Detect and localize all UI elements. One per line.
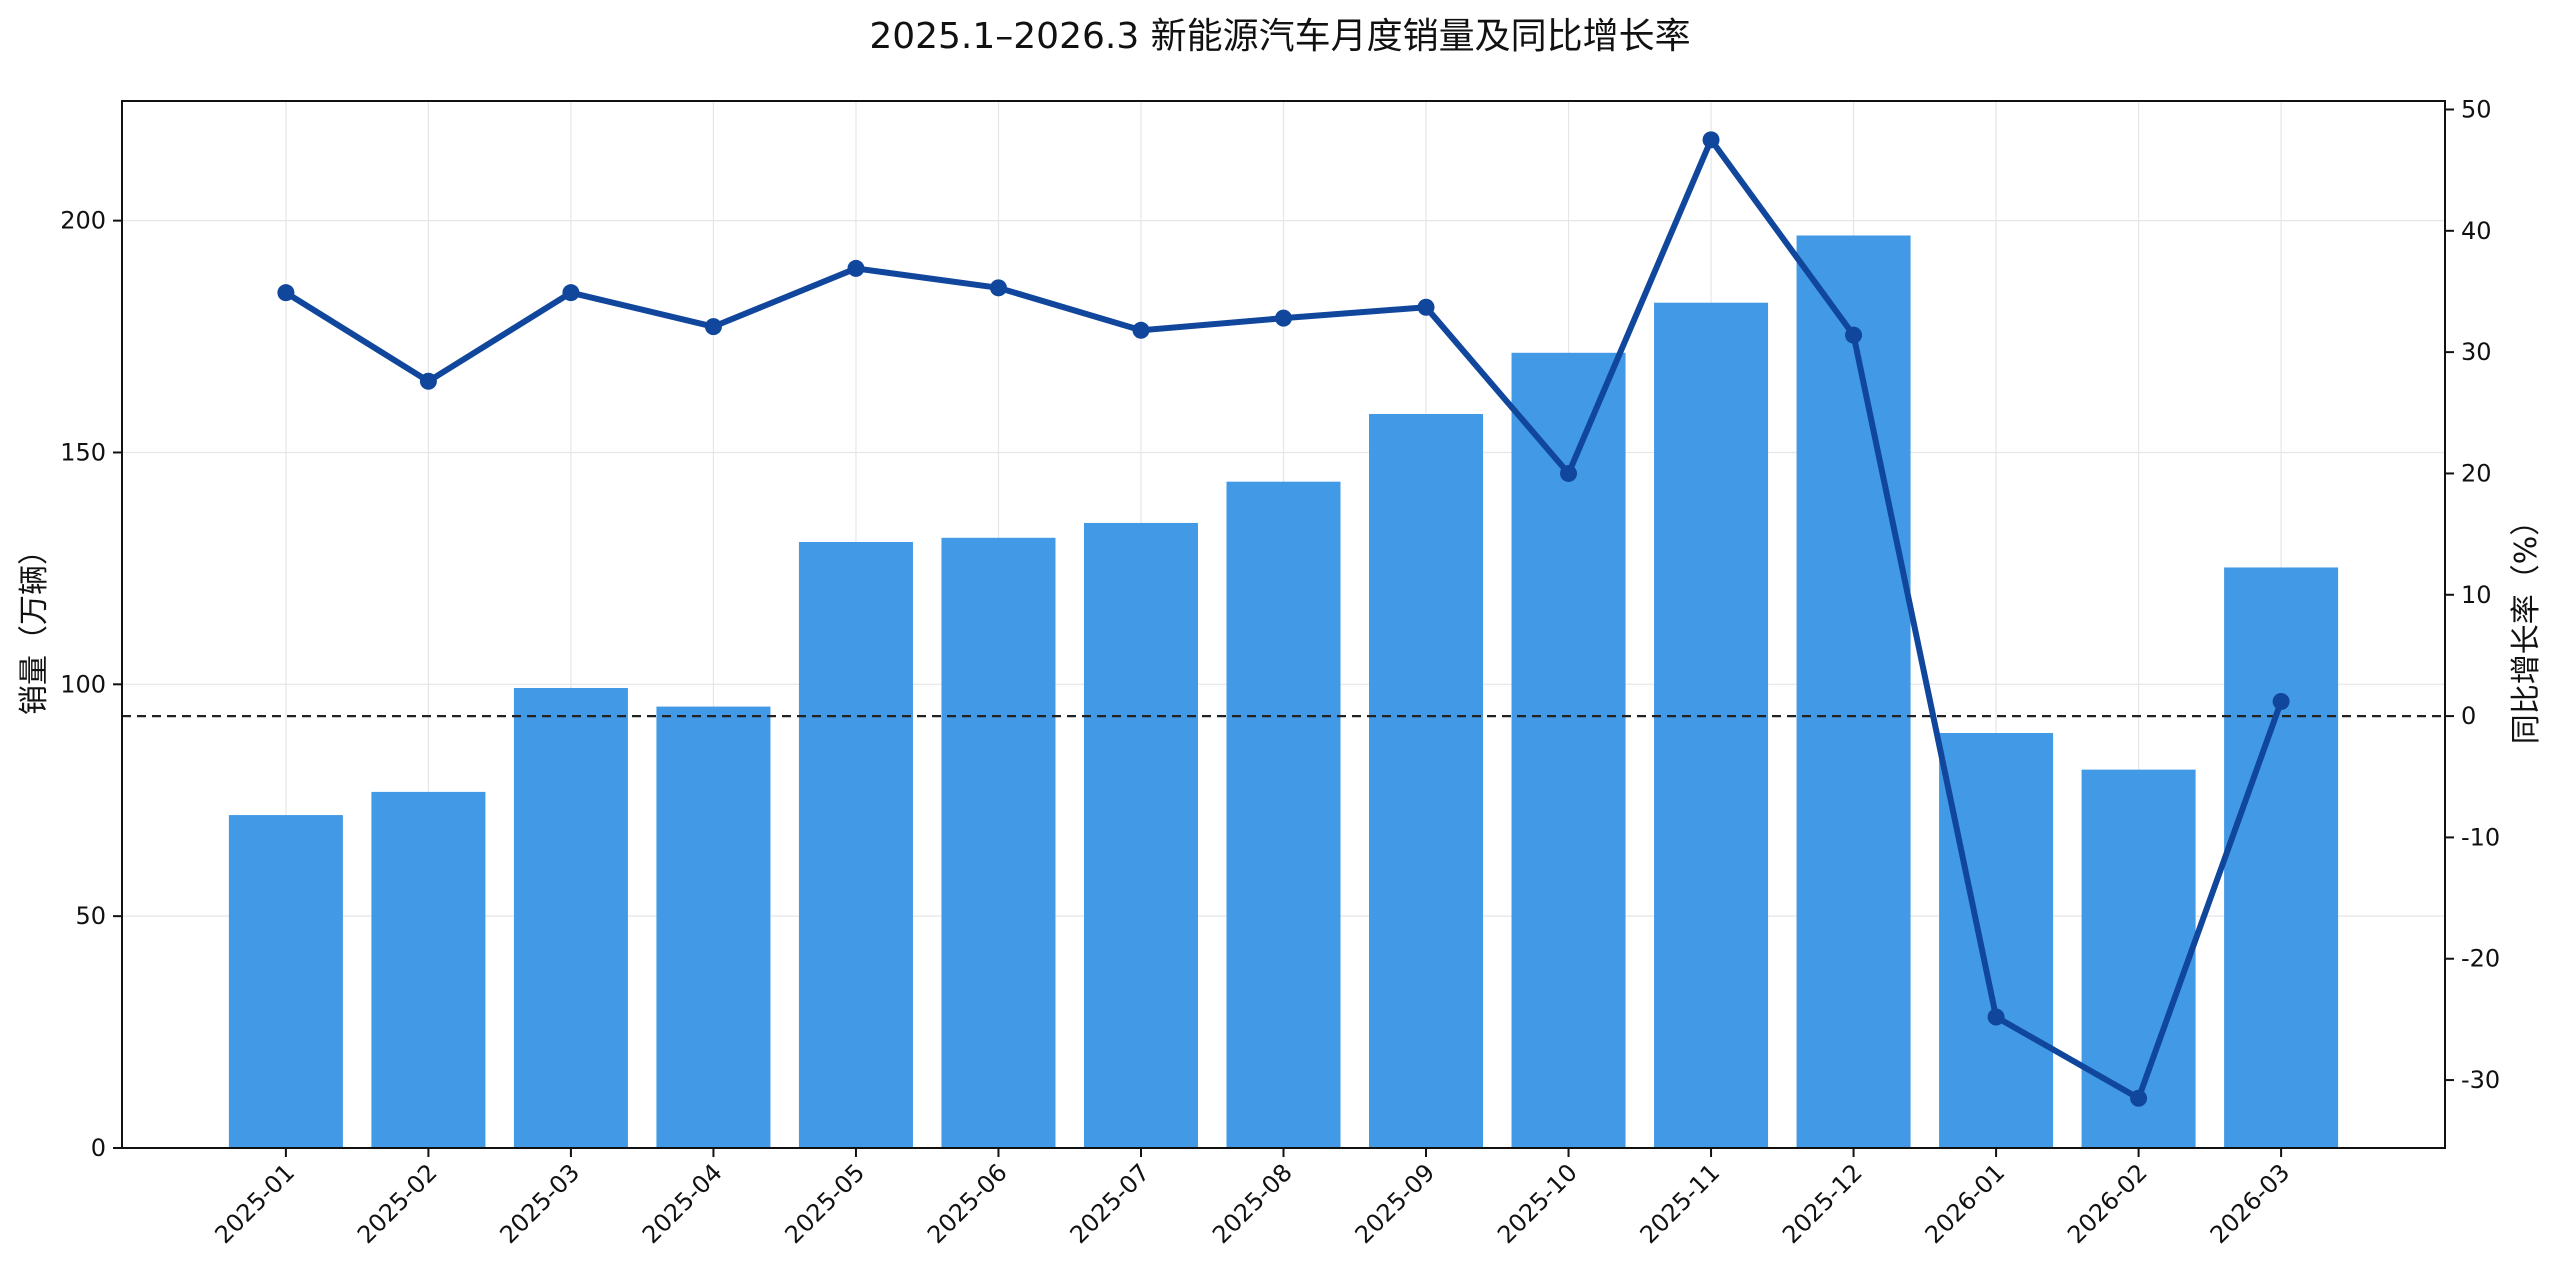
y-tick-label-right: 0 [2461,702,2476,730]
growth-point-2026-01 [1987,1008,2005,1026]
bar-2025-05 [798,541,913,1148]
chart-title: 2025.1–2026.3 新能源汽车月度销量及同比增长率 [869,16,1690,57]
x-tick-label: 2025-01 [209,1158,300,1249]
y-axis-label-left: 销量（万辆） [17,535,52,715]
y-tick-label-left: 200 [60,207,106,235]
bar-2025-10 [1511,352,1626,1149]
bar-2026-02 [2081,769,2196,1148]
y-tick-label-left: 0 [91,1134,106,1162]
x-tick-label: 2025-03 [494,1158,585,1249]
bar-2025-12 [1796,235,1911,1148]
bar-2026-03 [2224,567,2339,1148]
growth-point-2026-02 [2130,1089,2148,1107]
bar-2025-03 [513,688,628,1148]
x-tick-label: 2025-08 [1207,1158,1298,1249]
y-tick-label-right: -20 [2461,945,2500,973]
growth-point-2026-03 [2272,693,2290,711]
x-tick-label: 2026-03 [2205,1158,2296,1249]
growth-point-2025-05 [847,259,865,277]
growth-point-2025-08 [1275,309,1292,327]
y-tick-label-right: 10 [2461,581,2492,609]
bar-2025-08 [1226,481,1341,1148]
growth-point-2025-11 [1702,131,1720,149]
bar-2025-02 [371,791,486,1148]
growth-point-2025-02 [419,372,437,390]
bar-2025-11 [1654,302,1769,1148]
y-tick-label-right: -10 [2461,823,2500,851]
growth-point-2025-01 [277,284,295,302]
growth-point-2025-10 [1560,464,1578,482]
bar-2025-07 [1083,522,1198,1148]
x-tick-label: 2025-02 [352,1158,443,1249]
y-tick-label-right: 50 [2461,95,2492,123]
y-tick-label-right: 40 [2461,217,2492,245]
y-tick-label-right: -30 [2461,1066,2500,1094]
y-tick-label-left: 150 [60,438,106,466]
bar-2025-01 [228,815,343,1148]
x-tick-label: 2025-10 [1492,1158,1583,1249]
y-axis-label-right: 同比增长率（%） [2509,506,2544,745]
x-tick-label: 2026-02 [2062,1158,2153,1249]
growth-point-2025-12 [1845,326,1863,344]
x-tick-label: 2025-07 [1065,1158,1156,1249]
growth-point-2025-07 [1132,321,1150,339]
x-tick-label: 2025-09 [1350,1158,1441,1249]
growth-point-2025-06 [989,279,1007,297]
x-tick-label: 2025-05 [779,1158,870,1249]
x-tick-label: 2025-06 [922,1158,1013,1249]
x-tick-label: 2025-12 [1777,1158,1868,1249]
growth-point-2025-04 [704,318,722,336]
line-layer [277,131,2290,1107]
bar-2025-04 [656,706,771,1148]
x-tick-label: 2025-04 [637,1158,728,1249]
bars-layer [228,235,2339,1149]
growth-point-2025-03 [562,284,580,302]
bar-2025-06 [941,537,1056,1148]
y-tick-label-right: 20 [2461,459,2492,487]
x-tick-label: 2025-11 [1635,1158,1726,1249]
x-tick-label: 2026-01 [1920,1158,2011,1249]
bar-2026-01 [1939,733,2054,1148]
y-tick-label-left: 50 [75,902,106,930]
growth-point-2025-09 [1417,298,1435,316]
y-tick-label-left: 100 [60,670,106,698]
bar-2025-09 [1369,413,1484,1148]
y-tick-label-right: 30 [2461,338,2492,366]
